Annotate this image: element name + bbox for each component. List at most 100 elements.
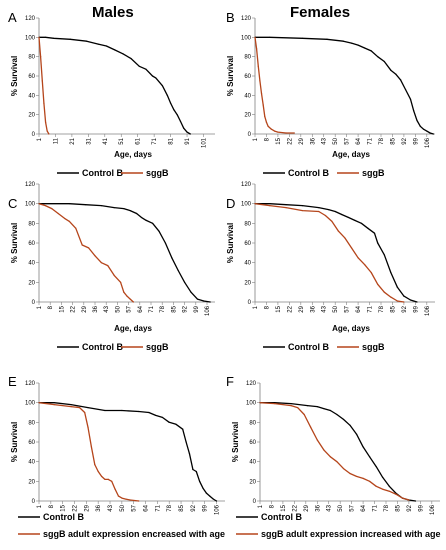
data-point	[179, 120, 182, 123]
x-tick-label: 92	[402, 305, 408, 312]
y-tick-label: 100	[241, 202, 252, 208]
y-tick-label: 100	[25, 202, 36, 208]
x-tick-label: 29	[299, 137, 305, 144]
x-tick-label: 22	[71, 305, 77, 312]
data-point	[370, 271, 372, 274]
data-point	[195, 470, 197, 473]
x-tick-label: 43	[108, 504, 114, 511]
data-point	[151, 75, 154, 77]
chart-panel-b: B 0 20 40 60 80 100 120 1 8 15 22 29 36 43 50 57 64 71 78 85…	[226, 10, 435, 178]
data-point	[123, 207, 125, 210]
legend-label: Control B	[82, 342, 123, 352]
y-tick-label: 0	[32, 499, 36, 505]
data-point	[344, 237, 346, 239]
x-tick-label: 78	[379, 137, 385, 144]
data-point	[64, 217, 66, 220]
data-point	[306, 405, 309, 407]
x-tick-label: 61	[136, 137, 142, 144]
x-tick-label: 29	[304, 504, 310, 511]
x-tick-label: 31	[86, 137, 92, 144]
x-tick-label: 8	[48, 305, 54, 309]
data-point	[124, 498, 126, 500]
x-tick-label: 64	[144, 504, 150, 511]
data-point	[285, 207, 287, 209]
data-point	[347, 216, 349, 219]
data-point	[349, 424, 351, 426]
y-axis-title: % Survival	[226, 223, 235, 263]
legend-label: Control B	[288, 168, 329, 178]
data-point	[107, 265, 109, 267]
x-tick-label: 106	[425, 305, 431, 316]
x-tick-label: 81	[169, 137, 175, 144]
legend-label: sggB adult expression encreased with age	[43, 529, 225, 539]
y-tick-label: 20	[28, 113, 35, 119]
data-point	[310, 426, 312, 428]
legend-label: sggB	[146, 342, 169, 352]
data-point	[40, 56, 42, 58]
series-line	[260, 402, 416, 502]
data-point	[377, 56, 379, 58]
x-tick-label: 92	[402, 137, 408, 144]
x-tick-label: 92	[183, 305, 189, 312]
x-tick-label: 64	[356, 137, 362, 144]
legend: Control B sggB adult expression increased…	[236, 512, 441, 539]
data-point	[86, 40, 88, 42]
data-point	[53, 402, 55, 404]
data-point	[158, 230, 160, 232]
data-point	[51, 207, 53, 210]
data-point	[383, 60, 385, 63]
x-tick-label: 29	[299, 305, 305, 312]
y-tick-label: 60	[249, 440, 256, 446]
data-point	[105, 45, 108, 47]
series-sggb	[38, 203, 134, 303]
data-point	[107, 478, 109, 480]
series-control-b	[38, 203, 211, 303]
x-tick-label: 43	[322, 305, 328, 312]
data-point	[290, 403, 292, 405]
x-tick-label: 106	[215, 504, 221, 515]
x-tick-label: 1	[253, 305, 259, 309]
data-point	[354, 219, 356, 221]
data-point	[390, 271, 392, 274]
data-point	[364, 264, 366, 266]
data-point	[68, 203, 70, 205]
x-tick-label: 85	[179, 504, 185, 511]
data-point	[350, 42, 353, 44]
data-point	[168, 421, 170, 423]
series-line	[38, 37, 50, 135]
data-point	[44, 36, 47, 38]
x-tick-label: 21	[70, 137, 76, 144]
data-point	[349, 472, 351, 475]
x-tick-label: 71	[373, 504, 379, 511]
y-tick-label: 40	[28, 93, 35, 99]
data-point	[104, 409, 106, 412]
x-tick-label: 8	[49, 504, 55, 508]
data-point	[176, 114, 178, 116]
x-tick-label: 85	[390, 305, 396, 312]
data-point	[111, 480, 113, 482]
data-point	[100, 205, 102, 207]
data-point	[269, 36, 271, 38]
chart-panel-e: E 0 20 40 60 80 100 120 1 8 15 22 29 36 43 50 57 64 71 78 85…	[8, 374, 225, 539]
x-tick-label: 43	[322, 137, 328, 144]
data-point	[323, 449, 325, 451]
data-point	[126, 295, 128, 297]
data-point	[190, 291, 192, 293]
data-point	[350, 247, 353, 249]
data-point	[414, 500, 417, 502]
y-tick-label: 60	[28, 440, 35, 446]
data-point	[326, 38, 328, 40]
x-tick-label: 85	[395, 504, 401, 511]
y-tick-label: 40	[249, 460, 256, 466]
data-point	[138, 500, 140, 502]
x-tick-label: 15	[281, 504, 287, 511]
x-tick-label: 71	[368, 137, 374, 144]
y-tick-label: 20	[28, 479, 35, 485]
data-point	[264, 116, 266, 118]
y-tick-label: 100	[246, 401, 257, 407]
series-line	[254, 203, 404, 303]
data-point	[265, 121, 268, 123]
x-tick-label: 64	[138, 305, 144, 312]
x-tick-label: 8	[264, 305, 270, 309]
